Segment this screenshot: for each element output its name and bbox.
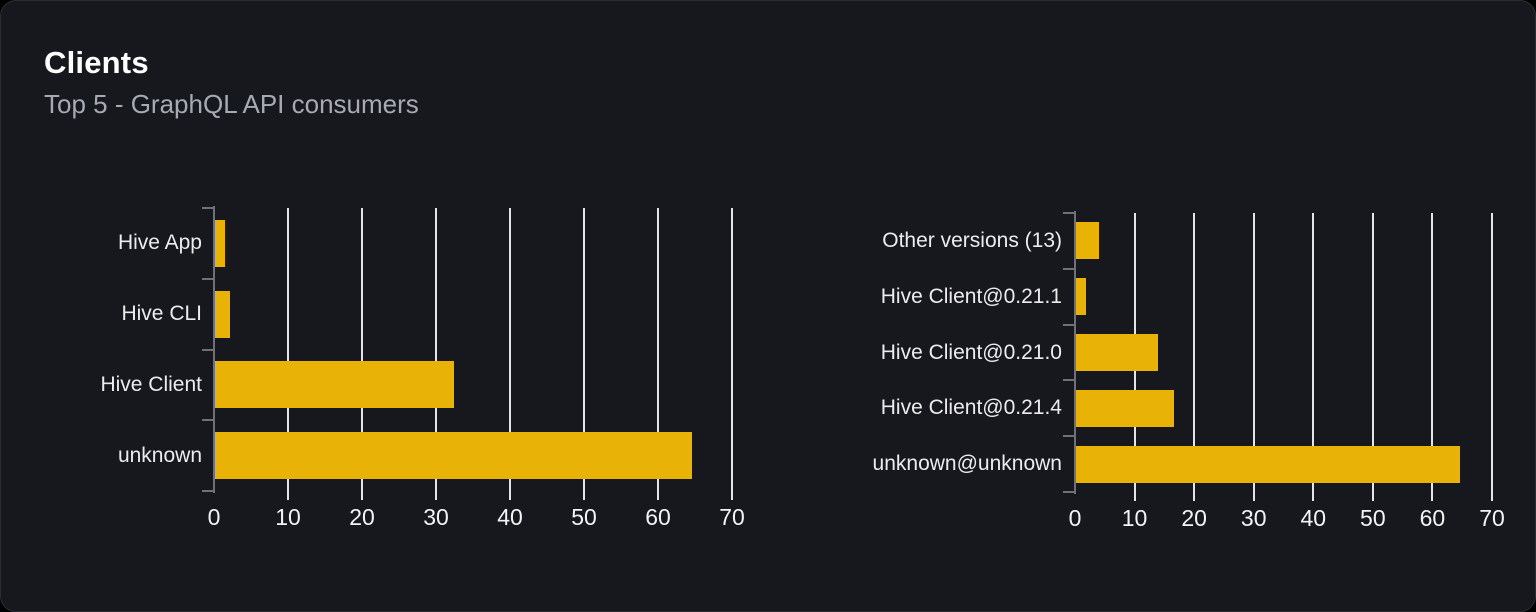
card-header: Clients Top 5 - GraphQL API consumers: [44, 45, 419, 119]
gridline: [287, 208, 289, 491]
x-axis-tick: [731, 491, 733, 500]
y-axis-tick: [1063, 323, 1074, 326]
gridline: [583, 208, 585, 491]
x-tick-label: 60: [645, 504, 671, 530]
x-tick-label: 40: [497, 504, 523, 530]
y-axis-tick: [202, 490, 213, 492]
y-axis: [1074, 211, 1076, 494]
bar: [215, 432, 692, 480]
x-axis-tick: [1133, 492, 1136, 501]
x-axis-tick: [1371, 492, 1374, 501]
category-label: unknown@unknown: [872, 452, 1062, 476]
gridline: [1371, 213, 1374, 492]
y-axis-tick: [1063, 435, 1074, 438]
gridline: [1491, 213, 1493, 492]
clients-by-version-bar-chart: 0 10 20 30 40 50 60 70 Other versions (13) Hive C…: [873, 211, 1505, 531]
x-axis-tick: [509, 491, 511, 500]
x-tick-label: 10: [1121, 505, 1148, 531]
x-tick-label: 20: [1181, 505, 1207, 531]
category-label: Other versions (13): [882, 228, 1062, 252]
card-title: Clients: [44, 45, 149, 80]
gridline: [435, 208, 437, 491]
x-tick-label: 30: [423, 504, 449, 530]
x-axis-tick: [1491, 492, 1493, 501]
y-axis-tick: [202, 419, 213, 422]
category-label: Hive App: [117, 231, 202, 255]
bar: [215, 219, 226, 267]
y-axis-tick: [1063, 212, 1074, 214]
gridline: [509, 208, 511, 491]
x-tick-label: 50: [1360, 505, 1386, 531]
x-axis-tick: [435, 491, 437, 500]
y-axis-tick: [202, 277, 213, 280]
y-axis-tick: [1063, 491, 1074, 493]
x-axis-tick: [657, 491, 659, 500]
x-tick-label: 30: [1240, 505, 1267, 531]
y-axis-tick: [202, 348, 213, 351]
x-tick-label: 20: [349, 504, 375, 530]
y-axis-tick: [1063, 267, 1074, 270]
bar: [215, 361, 455, 409]
gridline: [731, 208, 733, 491]
gridline: [361, 208, 363, 491]
bar: [1076, 222, 1100, 260]
x-axis-tick: [361, 491, 363, 500]
bar: [1076, 445, 1460, 483]
gridline: [1431, 213, 1434, 492]
x-axis-tick: [1193, 492, 1196, 501]
category-label: Hive Client@0.21.4: [880, 396, 1062, 420]
category-label: unknown: [117, 443, 202, 467]
y-axis-tick: [1063, 379, 1074, 382]
gridline: [1193, 213, 1196, 492]
x-tick-label: 70: [1479, 505, 1505, 531]
x-tick-label: 50: [571, 504, 597, 530]
card-subtitle: Top 5 - GraphQL API consumers: [44, 89, 419, 119]
x-tick-label: 60: [1419, 505, 1446, 531]
x-tick-label: 40: [1300, 505, 1327, 531]
y-axis-tick: [202, 207, 213, 209]
category-label: Hive Client: [100, 372, 202, 396]
x-tick-label: 70: [719, 504, 745, 530]
bar: [1076, 389, 1174, 427]
bar: [1076, 278, 1087, 316]
x-axis-tick: [1312, 492, 1315, 501]
category-label: Hive Client@0.21.0: [880, 340, 1062, 364]
bar: [215, 290, 230, 338]
y-axis: [213, 206, 215, 493]
x-axis-tick: [1431, 492, 1434, 501]
x-axis-tick: [287, 491, 289, 500]
x-tick-label: 0: [207, 504, 221, 530]
x-axis-tick: [583, 491, 585, 500]
x-axis-tick: [1252, 492, 1255, 501]
gridline: [1312, 213, 1315, 492]
category-label: Hive Client@0.21.1: [880, 284, 1062, 308]
gridline: [1252, 213, 1255, 492]
x-tick-label: 0: [1068, 505, 1082, 531]
bar: [1076, 334, 1158, 371]
category-label: Hive CLI: [121, 302, 202, 326]
gridline: [657, 208, 659, 491]
clients-by-name-bar-chart: 0 10 20 30 40 50 60 70 Hive App Hive CLI Hive Clie…: [100, 206, 745, 530]
x-tick-label: 10: [275, 504, 301, 530]
